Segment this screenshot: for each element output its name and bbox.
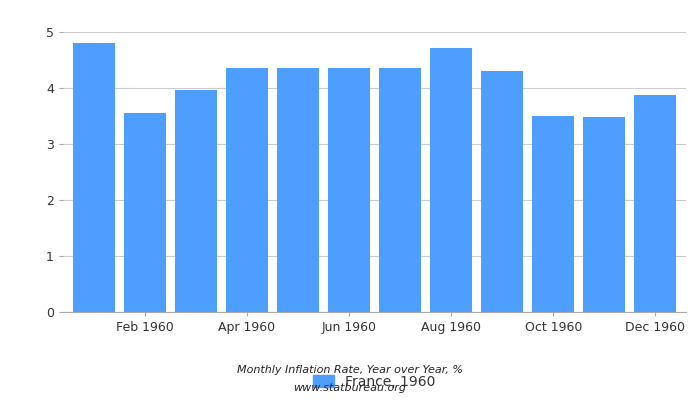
Bar — [379, 68, 421, 312]
Bar — [430, 48, 472, 312]
Bar — [277, 68, 318, 312]
Text: Monthly Inflation Rate, Year over Year, %: Monthly Inflation Rate, Year over Year, … — [237, 365, 463, 375]
Bar — [532, 116, 574, 312]
Bar — [583, 117, 625, 312]
Bar — [634, 95, 676, 312]
Bar — [328, 68, 370, 312]
Bar — [175, 90, 217, 312]
Bar — [73, 43, 115, 312]
Legend: France, 1960: France, 1960 — [308, 369, 441, 394]
Bar — [226, 68, 268, 312]
Text: www.statbureau.org: www.statbureau.org — [293, 383, 407, 393]
Bar — [481, 71, 523, 312]
Bar — [124, 113, 166, 312]
